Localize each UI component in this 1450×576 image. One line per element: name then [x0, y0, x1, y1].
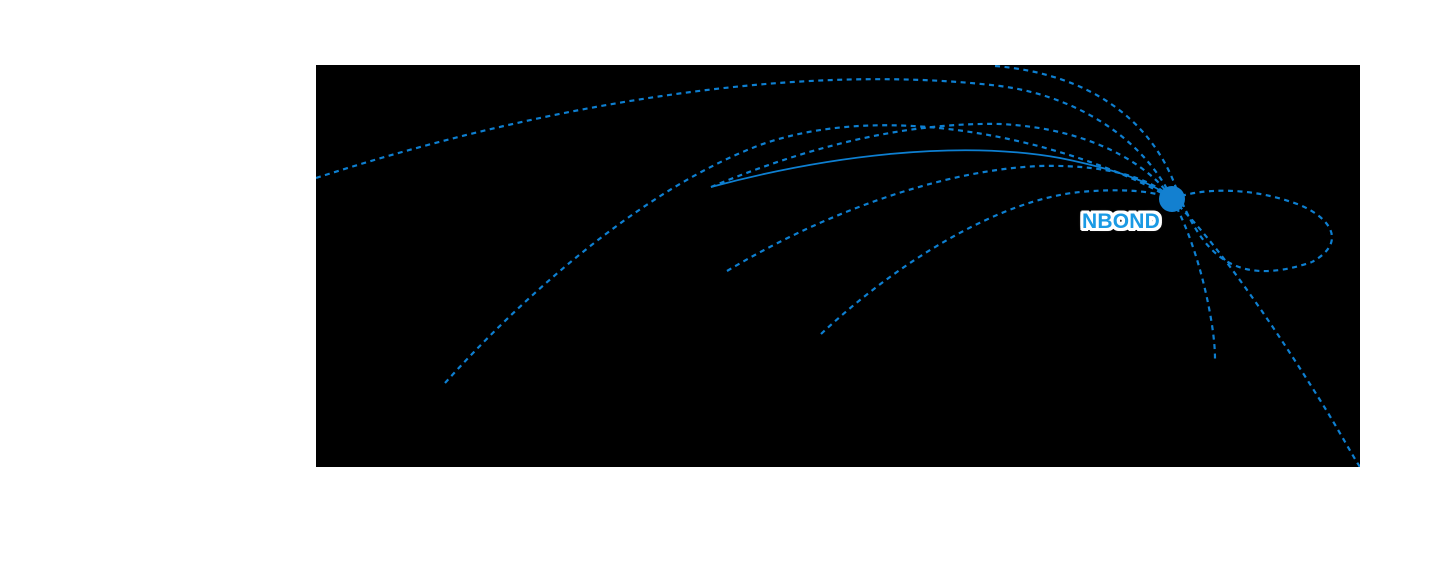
graph-edge [1171, 189, 1333, 263]
graph-edge [444, 124, 1173, 384]
graph-edge [1171, 198, 1217, 362]
edge-layer [316, 65, 1360, 467]
graph-edge [820, 189, 1173, 335]
node-layer [1159, 186, 1185, 212]
graph-node[interactable] [1159, 186, 1185, 212]
network-graph-panel[interactable] [316, 65, 1360, 467]
graph-edge [710, 122, 1173, 200]
graph-edge [316, 78, 1174, 200]
network-graph-svg[interactable] [316, 65, 1360, 467]
graph-edge [1171, 198, 1360, 467]
node-label-nbond[interactable]: NBOND [1082, 210, 1160, 233]
graph-edge [710, 149, 1173, 200]
graph-edge [994, 65, 1313, 273]
